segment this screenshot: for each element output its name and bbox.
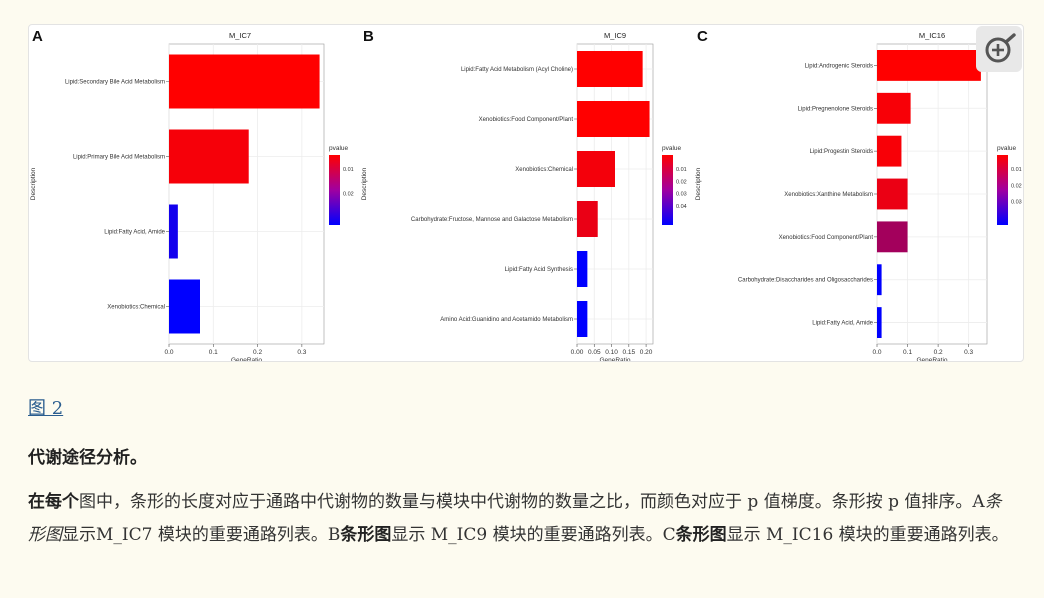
- zoom-in-icon: [985, 33, 1016, 63]
- legend-tick-label: 0.02: [1011, 183, 1022, 189]
- y-tick-label: Lipid:Fatty Acid, Amide: [104, 230, 165, 236]
- bar: [877, 307, 882, 338]
- y-axis-label: Description: [361, 167, 368, 200]
- bar: [877, 221, 908, 253]
- legend-title: pvalue: [997, 145, 1017, 152]
- section-title: 代谢途径分析。: [28, 448, 147, 468]
- legend-tick-label: 0.01: [343, 167, 354, 173]
- legend-tick-label: 0.01: [676, 167, 687, 173]
- legend-colorbar: [662, 155, 673, 225]
- legend-colorbar: [997, 155, 1008, 225]
- y-tick-label: Lipid:Pregnenolone Steroids: [798, 106, 873, 112]
- y-tick-label: Lipid:Fatty Acid Synthesis: [505, 267, 573, 273]
- legend-tick-label: 0.02: [343, 192, 354, 198]
- panel-title: M_IC9: [604, 31, 626, 40]
- bar: [577, 251, 588, 287]
- caption-part-2: 图中，条形的长度对应于通路中代谢物的数量与模块中代谢物的数量之比，而颜色对应于 …: [79, 492, 985, 512]
- caption-part-3: 条形图: [28, 492, 1002, 545]
- y-axis-label: Description: [30, 167, 37, 200]
- panel-letter: A: [32, 28, 43, 45]
- y-tick-label: Amino Acid:Guanidino and Acetamido Metab…: [440, 317, 573, 323]
- y-tick-label: Carbohydrate:Disaccharides and Oligosacc…: [738, 278, 873, 284]
- x-axis-label: GeneRatio: [599, 357, 630, 361]
- bar: [577, 301, 588, 337]
- y-tick-label: Lipid:Primary Bile Acid Metabolism: [73, 155, 165, 161]
- bar: [169, 129, 249, 184]
- y-tick-label: Xenobiotics:Xanthine Metabolism: [784, 192, 873, 198]
- y-tick-label: Carbohydrate:Fructose, Mannose and Galac…: [411, 217, 573, 223]
- legend-title: pvalue: [662, 145, 682, 152]
- legend-tick-label: 0.03: [676, 192, 687, 198]
- bar: [577, 51, 643, 87]
- caption-part-4: 显示M_IC7 模块的重要通路列表。B: [62, 525, 341, 545]
- figure-link[interactable]: 图 2: [28, 398, 64, 419]
- y-tick-label: Xenobiotics:Food Component/Plant: [779, 235, 874, 241]
- legend-title: pvalue: [329, 145, 349, 152]
- figure-container: A M_IC7 Lipid:Secondary Bile Acid Metaboli…: [28, 24, 1024, 362]
- caption-part-5: 条形图: [340, 525, 392, 545]
- bar: [877, 264, 882, 296]
- y-tick-label: Xenobiotics:Chemical: [515, 167, 573, 173]
- bar: [877, 50, 981, 81]
- bar: [577, 101, 650, 137]
- y-tick-label: Lipid:Androgenic Steroids: [805, 63, 873, 69]
- legend-colorbar: [329, 155, 340, 225]
- x-tick-label: 0.05: [588, 349, 601, 356]
- bar: [877, 92, 911, 124]
- figure-caption: 在每个图中，条形的长度对应于通路中代谢物的数量与模块中代谢物的数量之比，而颜色对…: [28, 486, 1018, 552]
- y-tick-label: Xenobiotics:Chemical: [107, 305, 165, 311]
- x-tick-label: 0.3: [297, 349, 306, 356]
- x-tick-label: 0.3: [964, 349, 973, 356]
- figure-svg: A M_IC7 Lipid:Secondary Bile Acid Metaboli…: [30, 28, 1022, 361]
- bar: [169, 54, 320, 109]
- x-tick-label: 0.0: [872, 349, 881, 356]
- y-tick-label: Lipid:Fatty Acid, Amide: [812, 321, 873, 327]
- x-axis-label: GeneRatio: [916, 357, 947, 361]
- x-tick-label: 0.15: [622, 349, 635, 356]
- zoom-button[interactable]: [976, 26, 1022, 72]
- panel-title: M_IC7: [229, 31, 251, 40]
- bar: [877, 178, 908, 210]
- plot-frame: [576, 43, 654, 345]
- y-tick-label: Lipid:Progestin Steroids: [810, 149, 873, 155]
- caption-part-8: 显示 M_IC16 模块的重要通路列表。: [726, 525, 1009, 545]
- y-tick-label: Xenobiotics:Food Component/Plant: [479, 117, 574, 123]
- panel-letter: C: [697, 28, 708, 45]
- bar: [169, 204, 178, 259]
- x-tick-label: 0.0: [164, 349, 173, 356]
- bar: [577, 201, 598, 237]
- x-axis-label: GeneRatio: [231, 357, 262, 361]
- panel-title: M_IC16: [919, 31, 945, 40]
- bar: [877, 135, 902, 167]
- y-tick-label: Lipid:Secondary Bile Acid Metabolism: [65, 80, 165, 86]
- legend-tick-label: 0.01: [1011, 167, 1022, 173]
- legend-tick-label: 0.03: [1011, 200, 1022, 206]
- panel-letter: B: [363, 28, 374, 45]
- y-tick-label: Lipid:Fatty Acid Metabolism (Acyl Cholin…: [461, 67, 573, 73]
- bar: [169, 279, 200, 334]
- x-tick-label: 0.00: [571, 349, 584, 356]
- caption-part-1: 在每个: [28, 492, 79, 512]
- x-tick-label: 0.1: [903, 349, 912, 356]
- x-tick-label: 0.2: [253, 349, 262, 356]
- x-tick-label: 0.2: [934, 349, 943, 356]
- legend-tick-label: 0.04: [676, 204, 687, 210]
- caption-part-6: 显示 M_IC9 模块的重要通路列表。C: [391, 525, 676, 545]
- x-tick-label: 0.1: [209, 349, 218, 356]
- x-tick-label: 0.20: [640, 349, 653, 356]
- bar: [577, 151, 615, 187]
- caption-part-7: 条形图: [675, 525, 727, 545]
- legend-tick-label: 0.02: [676, 179, 687, 185]
- y-axis-label: Description: [695, 167, 702, 200]
- x-tick-label: 0.10: [605, 349, 618, 356]
